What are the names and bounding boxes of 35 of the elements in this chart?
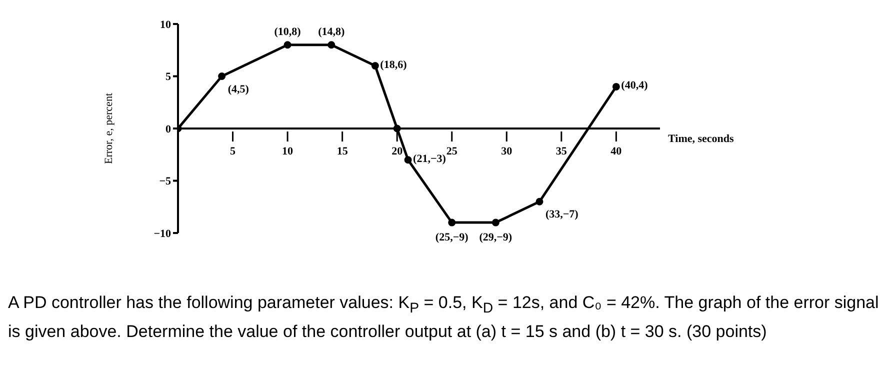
point [328, 41, 336, 49]
annotation: (4,5) [228, 83, 250, 96]
x-tick-label: 5 [230, 146, 236, 158]
point [393, 124, 401, 132]
x-tick-label: 25 [446, 146, 458, 158]
annotation: (21,−3) [413, 152, 446, 165]
annotation: (10,8) [274, 26, 302, 38]
point [448, 218, 456, 226]
annotation: (14,8) [318, 26, 345, 38]
annotation: (25,−9) [435, 232, 469, 244]
x-tick-label: 15 [336, 146, 348, 158]
x-tick-label: 35 [556, 146, 568, 158]
point [284, 41, 292, 49]
point [536, 198, 544, 206]
y-tick-label: −10 [154, 228, 172, 240]
y-axis-title: Error, e, percent [102, 92, 115, 164]
point [404, 156, 412, 164]
annotation: (33,−7) [546, 208, 579, 221]
y-tick-label: 10 [160, 18, 172, 31]
x-axis-title: Time, seconds [668, 132, 734, 144]
annotation: (29,−9) [479, 232, 512, 244]
text: A PD controller has the following parameter values: K$_{P}$ = 0.5, K$_{D}$ = 12s, and C₀ = 42%. The graph of the error signal is given above. Determine the value of the controller output at (a) t = 15 s and (b) t = 30 s. (30 points) [8, 292, 880, 344]
point [371, 62, 379, 70]
annotation: (40,4) [621, 80, 648, 92]
point [612, 82, 620, 90]
x-tick-label: 10 [282, 146, 294, 158]
point [218, 72, 226, 80]
x-tick-label: 30 [501, 146, 513, 158]
y-tick-label: 5 [166, 71, 172, 84]
y-tick-label: −5 [159, 176, 172, 188]
x-tick-label: 40 [610, 146, 622, 158]
annotation: (18,6) [380, 58, 408, 71]
point [492, 218, 500, 226]
x-tick-label: 20 [392, 146, 404, 158]
y-tick-label: 0 [166, 123, 172, 136]
